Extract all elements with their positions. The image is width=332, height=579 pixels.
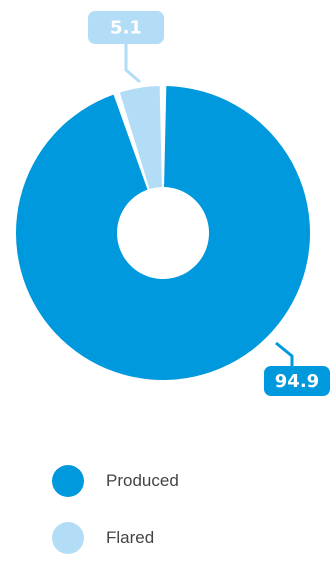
legend-label-produced: Produced [106,471,179,490]
donut-slices [15,86,311,380]
legend-item-produced: Produced [52,465,179,497]
legend-label-flared: Flared [106,528,155,547]
legend-swatch-produced [52,465,84,497]
legend: Produced Flared [52,465,179,579]
slice-flared [119,86,162,190]
legend-swatch-flared [52,522,84,554]
legend-item-flared: Flared [52,522,179,554]
donut-chart: 94.9 5.1 [15,11,330,396]
data-label-box-flared [88,11,164,44]
data-label-callouts: 94.9 5.1 [88,11,330,396]
data-label-flared: 5.1 [110,18,142,39]
data-label-box-produced [264,366,330,396]
data-label-produced: 94.9 [275,371,319,392]
leader-line-produced [275,341,294,370]
slice-produced [15,86,311,380]
leader-line-flared [124,42,141,84]
